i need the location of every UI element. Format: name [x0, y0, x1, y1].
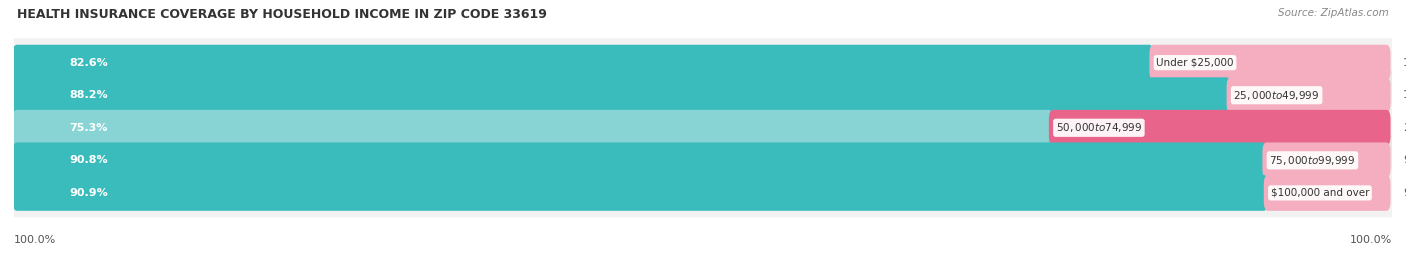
FancyBboxPatch shape [1150, 45, 1391, 80]
Text: 82.6%: 82.6% [69, 58, 108, 68]
FancyBboxPatch shape [13, 77, 1230, 113]
Text: $75,000 to $99,999: $75,000 to $99,999 [1270, 154, 1355, 167]
Text: 11.8%: 11.8% [1403, 90, 1406, 100]
Text: 100.0%: 100.0% [1350, 235, 1392, 245]
FancyBboxPatch shape [14, 71, 1392, 120]
Text: HEALTH INSURANCE COVERAGE BY HOUSEHOLD INCOME IN ZIP CODE 33619: HEALTH INSURANCE COVERAGE BY HOUSEHOLD I… [17, 8, 547, 21]
Text: $50,000 to $74,999: $50,000 to $74,999 [1056, 121, 1142, 134]
Text: 88.2%: 88.2% [69, 90, 108, 100]
FancyBboxPatch shape [14, 168, 1392, 217]
Text: 17.4%: 17.4% [1403, 58, 1406, 68]
Text: Source: ZipAtlas.com: Source: ZipAtlas.com [1278, 8, 1389, 18]
FancyBboxPatch shape [14, 136, 1392, 185]
FancyBboxPatch shape [13, 110, 1053, 146]
Text: $100,000 and over: $100,000 and over [1271, 188, 1369, 198]
FancyBboxPatch shape [14, 103, 1392, 152]
Text: 9.1%: 9.1% [1403, 188, 1406, 198]
FancyBboxPatch shape [1226, 77, 1391, 113]
Text: 90.8%: 90.8% [69, 155, 108, 165]
FancyBboxPatch shape [1049, 110, 1391, 146]
FancyBboxPatch shape [13, 142, 1267, 178]
Text: 75.3%: 75.3% [69, 123, 107, 133]
FancyBboxPatch shape [13, 45, 1153, 80]
Text: 100.0%: 100.0% [14, 235, 56, 245]
Text: 9.2%: 9.2% [1403, 155, 1406, 165]
FancyBboxPatch shape [1264, 175, 1391, 211]
FancyBboxPatch shape [14, 38, 1392, 87]
FancyBboxPatch shape [13, 175, 1268, 211]
Text: $25,000 to $49,999: $25,000 to $49,999 [1233, 89, 1320, 102]
Text: 90.9%: 90.9% [69, 188, 108, 198]
Text: 24.7%: 24.7% [1403, 123, 1406, 133]
Text: Under $25,000: Under $25,000 [1156, 58, 1234, 68]
FancyBboxPatch shape [1263, 142, 1391, 178]
